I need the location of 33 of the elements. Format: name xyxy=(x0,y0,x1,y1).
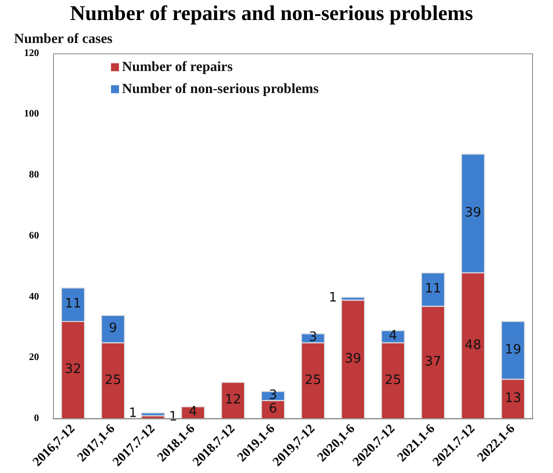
data-label: 39 xyxy=(344,351,362,366)
data-label: 4 xyxy=(188,404,198,420)
data-label: 9 xyxy=(108,321,118,336)
data-label: 25 xyxy=(304,372,322,388)
data-label: 11 xyxy=(64,296,82,312)
y-tick-label: 0 xyxy=(34,413,39,424)
data-label: 1 xyxy=(328,290,337,306)
data-label: 1 xyxy=(169,409,178,424)
data-label: 6 xyxy=(268,402,278,417)
chart-title: Number of repairs and non-serious problems xyxy=(70,1,474,26)
y-tick-label: 100 xyxy=(24,108,39,120)
data-label: 11 xyxy=(424,281,442,296)
data-label: 25 xyxy=(104,372,122,388)
data-label: 4 xyxy=(388,328,398,344)
data-label: 37 xyxy=(424,354,442,370)
y-tick-label: 80 xyxy=(29,170,39,181)
data-label: 32 xyxy=(64,362,82,378)
data-label: 13 xyxy=(504,391,522,406)
y-tick-label: 60 xyxy=(29,230,39,242)
data-label: 39 xyxy=(464,205,482,220)
legend-label: Number of repairs xyxy=(122,60,234,75)
data-label: 25 xyxy=(384,372,402,388)
data-label: 48 xyxy=(464,338,482,353)
data-label: 12 xyxy=(224,392,242,408)
data-label: 3 xyxy=(308,330,318,346)
y-tick-label: 120 xyxy=(24,48,39,59)
data-label: 3 xyxy=(268,388,278,403)
y-tick-label: 40 xyxy=(29,291,39,302)
data-label: 1 xyxy=(128,406,137,422)
y-axis-title: Number of cases xyxy=(14,32,114,47)
data-label: 19 xyxy=(504,342,522,358)
legend-label: Number of non-serious problems xyxy=(122,82,320,97)
y-tick-label: 20 xyxy=(29,352,39,364)
